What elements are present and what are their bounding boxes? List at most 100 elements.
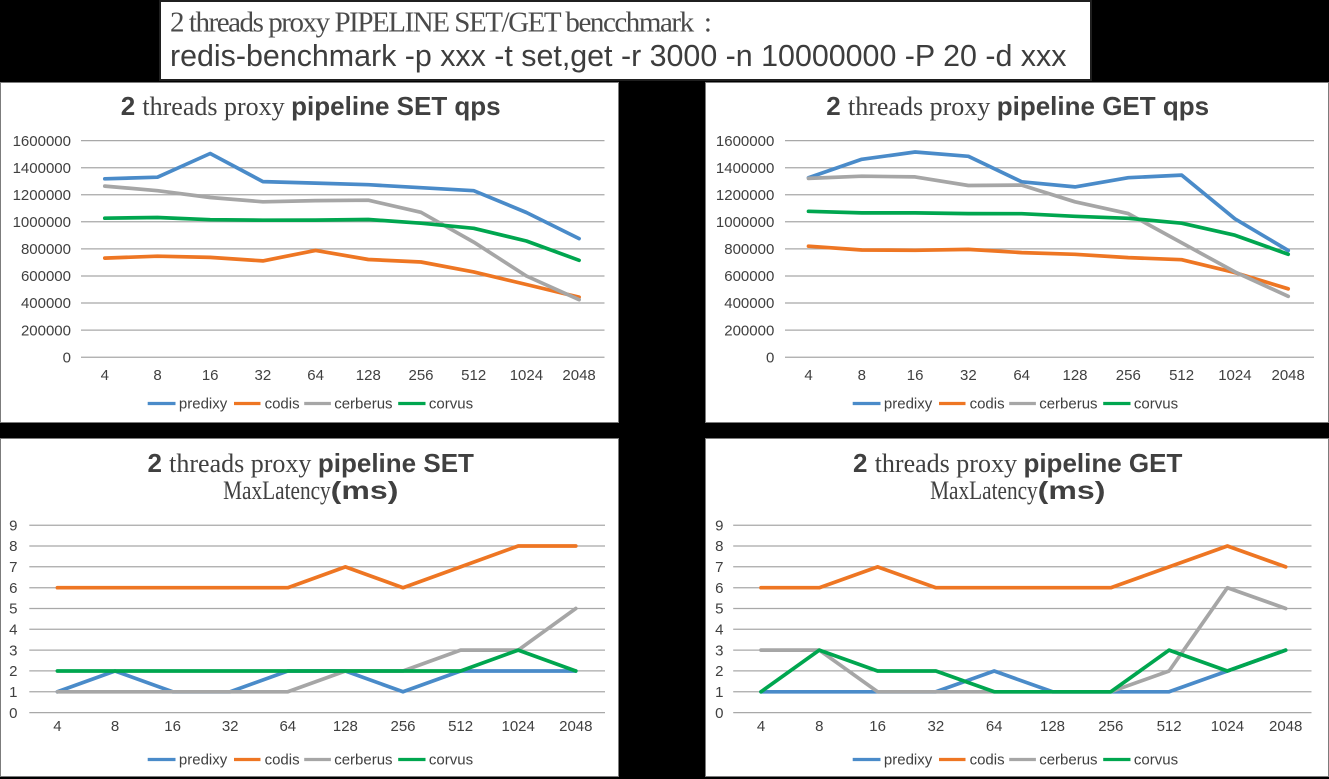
svg-text:8: 8: [153, 367, 161, 384]
svg-text:corvus: corvus: [429, 396, 473, 413]
svg-text:codis: codis: [265, 752, 300, 769]
svg-text:800000: 800000: [21, 241, 71, 258]
svg-text:1024: 1024: [1211, 718, 1244, 735]
svg-text:predixy: predixy: [884, 752, 933, 769]
svg-text:1600000: 1600000: [13, 133, 71, 150]
svg-text:predixy: predixy: [179, 396, 228, 413]
svg-text:32: 32: [960, 367, 977, 384]
svg-text:1024: 1024: [510, 367, 543, 384]
svg-text:16: 16: [202, 367, 219, 384]
svg-text:corvus: corvus: [1134, 396, 1178, 413]
svg-text:1024: 1024: [502, 718, 535, 735]
svg-text:4: 4: [757, 718, 765, 735]
svg-text:corvus: corvus: [429, 752, 473, 769]
svg-text:2 threads proxy pipeline SET: 2 threads proxy pipeline SET: [147, 448, 474, 478]
svg-text:4: 4: [715, 622, 723, 639]
svg-text:64: 64: [986, 718, 1003, 735]
svg-text:16: 16: [164, 718, 181, 735]
svg-text:codis: codis: [970, 752, 1005, 769]
svg-text:2 threads proxy PIPELINE SET/G: 2 threads proxy PIPELINE SET/GET bencchm…: [170, 7, 712, 39]
svg-text:6: 6: [715, 580, 723, 597]
svg-text:256: 256: [408, 367, 433, 384]
svg-text:1400000: 1400000: [716, 160, 774, 177]
svg-text:0: 0: [63, 349, 71, 366]
svg-text:3: 3: [715, 642, 723, 659]
svg-text:codis: codis: [970, 396, 1005, 413]
svg-text:600000: 600000: [21, 268, 71, 285]
svg-text:codis: codis: [265, 396, 300, 413]
svg-text:800000: 800000: [724, 241, 774, 258]
svg-text:8: 8: [715, 538, 723, 555]
svg-text:128: 128: [1062, 367, 1087, 384]
svg-text:1600000: 1600000: [716, 133, 774, 150]
svg-text:predixy: predixy: [884, 396, 933, 413]
svg-text:MaxLatency(ms): MaxLatency(ms): [223, 476, 398, 505]
svg-text:cerberus: cerberus: [1039, 752, 1097, 769]
svg-text:32: 32: [222, 718, 239, 735]
svg-text:cerberus: cerberus: [334, 752, 392, 769]
svg-text:predixy: predixy: [179, 752, 228, 769]
svg-text:2048: 2048: [562, 367, 595, 384]
svg-text:32: 32: [255, 367, 272, 384]
svg-text:512: 512: [1157, 718, 1182, 735]
svg-text:400000: 400000: [21, 295, 71, 312]
svg-text:1400000: 1400000: [13, 160, 71, 177]
svg-text:0: 0: [715, 705, 723, 722]
svg-text:MaxLatency(ms): MaxLatency(ms): [930, 476, 1105, 505]
svg-text:1200000: 1200000: [716, 187, 774, 204]
svg-text:512: 512: [448, 718, 473, 735]
svg-text:5: 5: [715, 601, 723, 618]
svg-text:8: 8: [858, 367, 866, 384]
svg-text:cerberus: cerberus: [334, 396, 392, 413]
svg-text:redis-benchmark -p xxx -t set,: redis-benchmark -p xxx -t set,get -r 300…: [170, 39, 1066, 73]
svg-text:64: 64: [307, 367, 324, 384]
svg-text:256: 256: [1116, 367, 1141, 384]
svg-text:0: 0: [766, 349, 774, 366]
svg-text:0: 0: [9, 705, 17, 722]
svg-text:200000: 200000: [724, 322, 774, 339]
svg-text:128: 128: [1040, 718, 1065, 735]
svg-text:512: 512: [461, 367, 486, 384]
svg-text:corvus: corvus: [1134, 752, 1178, 769]
svg-text:2 threads proxy pipeline GET: 2 threads proxy pipeline GET: [853, 448, 1182, 478]
svg-text:1: 1: [9, 684, 17, 701]
svg-text:128: 128: [356, 367, 381, 384]
svg-text:32: 32: [928, 718, 945, 735]
svg-text:2: 2: [715, 663, 723, 680]
svg-text:16: 16: [907, 367, 924, 384]
svg-text:1: 1: [715, 684, 723, 701]
svg-text:600000: 600000: [724, 268, 774, 285]
svg-text:256: 256: [390, 718, 415, 735]
svg-text:1000000: 1000000: [716, 214, 774, 231]
svg-text:4: 4: [9, 622, 17, 639]
svg-text:3: 3: [9, 642, 17, 659]
svg-text:2048: 2048: [1269, 718, 1302, 735]
svg-text:1200000: 1200000: [13, 187, 71, 204]
svg-text:9: 9: [715, 517, 723, 534]
svg-text:8: 8: [9, 538, 17, 555]
svg-text:128: 128: [333, 718, 358, 735]
svg-text:8: 8: [815, 718, 823, 735]
svg-text:7: 7: [715, 559, 723, 576]
svg-text:2: 2: [9, 663, 17, 680]
svg-text:2 threads proxy pipeline SET q: 2 threads proxy pipeline SET qps: [121, 91, 501, 121]
svg-text:8: 8: [111, 718, 119, 735]
svg-text:64: 64: [279, 718, 296, 735]
svg-text:4: 4: [53, 718, 61, 735]
svg-text:2 threads proxy pipeline GET q: 2 threads proxy pipeline GET qps: [826, 91, 1209, 121]
svg-text:512: 512: [1169, 367, 1194, 384]
svg-text:5: 5: [9, 601, 17, 618]
svg-text:16: 16: [869, 718, 886, 735]
svg-text:2048: 2048: [1272, 367, 1305, 384]
svg-text:9: 9: [9, 517, 17, 534]
svg-text:1000000: 1000000: [13, 214, 71, 231]
svg-text:200000: 200000: [21, 322, 71, 339]
svg-text:400000: 400000: [724, 295, 774, 312]
svg-text:6: 6: [9, 580, 17, 597]
svg-text:256: 256: [1098, 718, 1123, 735]
svg-text:64: 64: [1013, 367, 1030, 384]
svg-text:4: 4: [101, 367, 109, 384]
svg-text:1024: 1024: [1218, 367, 1251, 384]
svg-text:cerberus: cerberus: [1039, 396, 1097, 413]
svg-text:4: 4: [804, 367, 812, 384]
